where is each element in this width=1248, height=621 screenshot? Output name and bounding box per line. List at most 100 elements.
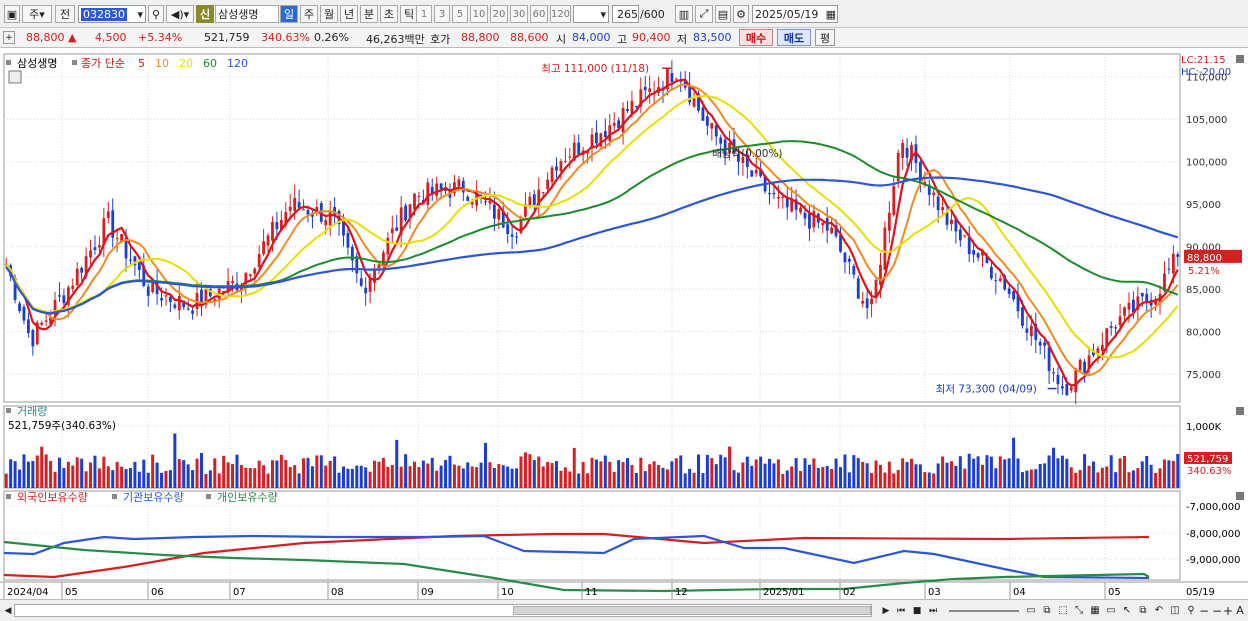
- gear-icon[interactable]: ⚙: [733, 5, 749, 23]
- period-1-button[interactable]: 주: [300, 5, 318, 23]
- candle-body: [768, 192, 771, 195]
- candle-body: [382, 252, 385, 266]
- candle-body: [364, 287, 368, 294]
- code-input[interactable]: 032830 ▾: [78, 5, 146, 23]
- interval-60-button[interactable]: 60: [530, 5, 548, 23]
- hold-legend-1: 기관보유수량: [123, 491, 184, 504]
- volume-bar: [226, 462, 230, 488]
- volume-bar: [1162, 459, 1166, 488]
- copy-icon[interactable]: ⧉: [1043, 605, 1051, 616]
- volume-bar: [408, 466, 412, 488]
- stop-icon[interactable]: ■: [912, 605, 922, 616]
- dash-icon[interactable]: −: [1211, 603, 1223, 618]
- candle-body: [883, 227, 887, 270]
- quote-bar: + 88,800 ▲ 4,500 +5.34% 521,759 340.63% …: [0, 28, 1248, 48]
- volume-bar: [816, 467, 820, 488]
- undo-icon[interactable]: ↶: [1154, 605, 1164, 616]
- eval-button[interactable]: 평: [815, 29, 835, 46]
- interval-1-button[interactable]: 1: [416, 5, 432, 23]
- duplicate-icon[interactable]: ⧉: [1139, 605, 1147, 616]
- interval-10-button[interactable]: 10: [470, 5, 488, 23]
- screenshot-icon[interactable]: ◫: [1170, 605, 1180, 616]
- candle-body: [528, 196, 532, 206]
- bid-price: 88,600: [510, 31, 549, 44]
- first-icon[interactable]: ⏮: [896, 605, 906, 616]
- interval-120-button[interactable]: 120: [550, 5, 571, 23]
- volume-bar: [643, 471, 647, 488]
- speaker-icon[interactable]: ◀)▾: [166, 5, 194, 23]
- volume-bar: [963, 468, 967, 488]
- calendar-icon[interactable]: ▦: [825, 7, 836, 21]
- search-icon[interactable]: ⚲: [148, 5, 164, 23]
- scroll-right-icon[interactable]: ▶: [882, 605, 890, 616]
- count-input[interactable]: 265: [612, 5, 639, 23]
- count-dropdown[interactable]: ▾: [573, 5, 609, 23]
- date-input[interactable]: 2025/05/19 ▦: [752, 5, 838, 23]
- candle-body: [1127, 302, 1131, 310]
- volume-bar: [106, 466, 110, 488]
- volume-bar: [373, 460, 377, 488]
- grid-icon[interactable]: ▦: [1090, 605, 1100, 616]
- zoom-slider[interactable]: [948, 603, 1020, 618]
- zoom-in-icon[interactable]: ⚲: [1187, 605, 1195, 616]
- plus-icon[interactable]: +: [1222, 603, 1234, 618]
- volume-bar: [399, 466, 403, 488]
- period-3-button[interactable]: 년: [340, 5, 358, 23]
- sell-button[interactable]: 매도: [777, 29, 811, 46]
- candle-body: [1154, 299, 1157, 305]
- scrollbar-thumb[interactable]: [513, 606, 871, 615]
- candle-body: [852, 265, 856, 275]
- minus-icon[interactable]: −: [1198, 603, 1210, 618]
- volume-bar: [435, 470, 439, 488]
- view-icon[interactable]: ▭: [1106, 605, 1116, 616]
- volume-bar: [22, 454, 26, 488]
- volume-bar: [18, 469, 22, 488]
- volume-bar: [297, 473, 301, 488]
- period-5-button[interactable]: 초: [380, 5, 398, 23]
- period-0-button[interactable]: 일: [280, 5, 298, 23]
- volume-bar: [231, 464, 235, 488]
- draw-tool-icon[interactable]: ⤢: [695, 5, 713, 23]
- sin-badge[interactable]: 신: [196, 5, 214, 23]
- volume-bar: [794, 458, 798, 488]
- cursor-icon[interactable]: ↖: [1122, 605, 1132, 616]
- volume-bar: [994, 468, 998, 488]
- volume-bar: [1052, 447, 1056, 488]
- candle-body: [803, 212, 807, 219]
- font-size-icon[interactable]: A: [1236, 604, 1244, 617]
- stock-chart[interactable]: 2024/04 05 06 07 08 09 10 11 12 2025/01 02 03 04 05 05…: [0, 48, 1248, 599]
- save-icon[interactable]: ▤: [715, 5, 731, 23]
- prev-button[interactable]: 전: [55, 5, 75, 23]
- layout-icon[interactable]: ▭: [1026, 605, 1036, 616]
- volume-bar: [319, 455, 323, 488]
- volume-last: 521,759: [1187, 454, 1228, 465]
- zoom-area-icon[interactable]: ⤡: [1075, 605, 1083, 616]
- chart-type-icon[interactable]: ▥: [675, 5, 693, 23]
- hold-marker: [6, 494, 11, 499]
- candle-body: [146, 286, 150, 296]
- select-icon[interactable]: ⬚: [1058, 605, 1068, 616]
- window-icon[interactable]: ▣: [4, 5, 20, 23]
- volume-bar: [257, 460, 261, 488]
- interval-30-button[interactable]: 30: [510, 5, 528, 23]
- period-2-button[interactable]: 월: [320, 5, 338, 23]
- volume-bar: [1105, 466, 1109, 488]
- volume-bar: [266, 473, 270, 488]
- candle-body: [164, 295, 168, 297]
- candle-body: [106, 211, 110, 219]
- volume-bar: [1096, 472, 1100, 488]
- volume-bar: [137, 471, 141, 488]
- expand-icon[interactable]: +: [3, 31, 15, 44]
- candle-body: [124, 237, 128, 259]
- candle-body: [222, 291, 226, 293]
- period-4-button[interactable]: 분: [360, 5, 378, 23]
- interval-3-button[interactable]: 3: [434, 5, 450, 23]
- candle-body: [1100, 345, 1104, 352]
- last-icon[interactable]: ⏭: [928, 605, 938, 616]
- interval-5-button[interactable]: 5: [452, 5, 468, 23]
- scroll-left-icon[interactable]: ◀: [4, 605, 12, 616]
- buy-button[interactable]: 매수: [739, 29, 773, 46]
- scrollbar[interactable]: [14, 604, 872, 617]
- week-select[interactable]: 주 ▾: [22, 5, 52, 23]
- interval-20-button[interactable]: 20: [490, 5, 508, 23]
